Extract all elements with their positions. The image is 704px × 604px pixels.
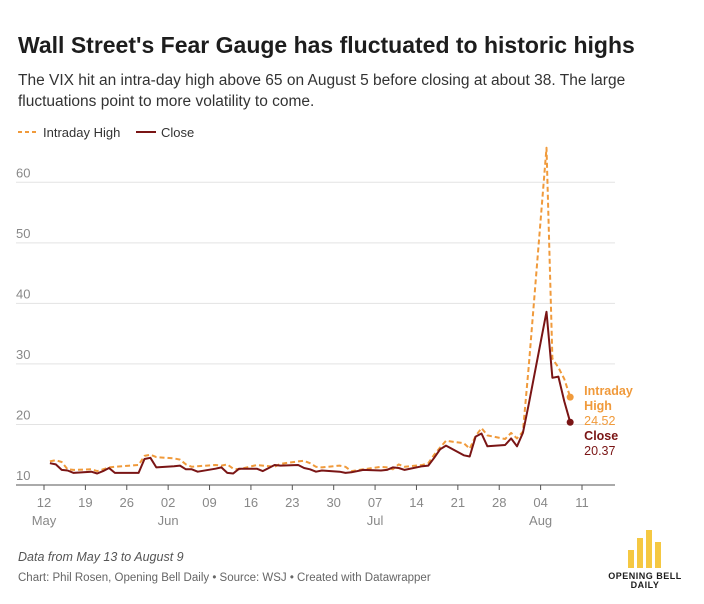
series-end-value: 24.52 (584, 414, 615, 428)
legend-solid-swatch (135, 131, 156, 133)
series-end-label: High (584, 399, 612, 413)
chart-title: Wall Street's Fear Gauge has fluctuated … (18, 32, 635, 58)
x-month-label: May (32, 513, 57, 528)
x-month-label: Jul (367, 513, 384, 528)
series-end-point (566, 393, 574, 401)
legend-item-close: Close (135, 124, 195, 140)
logo-text-line2: DAILY (630, 580, 660, 590)
chart-credits: Chart: Phil Rosen, Opening Bell Daily • … (18, 572, 431, 584)
x-tick-label: 02 (161, 495, 175, 510)
x-tick-label: 23 (285, 495, 299, 510)
vix-line-chart: 10 20 30 40 50 60 12 May 19 26 02 Jun 09 16 23 30 07 Jul 1… (16, 146, 633, 528)
x-tick-label: 21 (451, 495, 465, 510)
series-end-point (566, 418, 574, 426)
y-tick-label: 30 (16, 347, 30, 362)
series-line-close (49, 310, 572, 475)
x-tick-label: 28 (492, 495, 506, 510)
x-tick-label: 09 (202, 495, 216, 510)
x-tick-label: 26 (120, 495, 134, 510)
x-tick-label: 14 (409, 495, 423, 510)
x-tick-label: 19 (78, 495, 92, 510)
x-tick-label: 04 (533, 495, 547, 510)
y-tick-label: 50 (16, 226, 30, 241)
chart-legend: Intraday High Close (18, 122, 206, 140)
logo-text-line1: OPENING BELL (608, 571, 682, 581)
series-end-value: 20.37 (584, 444, 615, 458)
legend-dashed-swatch (18, 131, 38, 133)
y-tick-label: 10 (16, 468, 30, 483)
x-tick-label: 16 (244, 495, 258, 510)
opening-bell-daily-logo: OPENING BELL DAILY (600, 528, 690, 598)
bar-chart-logo-icon (628, 530, 661, 568)
legend-label-intraday-high: Intraday High (43, 124, 121, 140)
x-tick-label: 07 (368, 495, 382, 510)
series-line-intraday-high (49, 146, 572, 473)
x-tick-label: 30 (326, 495, 340, 510)
data-note: Data from May 13 to August 9 (18, 550, 184, 564)
y-tick-label: 20 (16, 407, 30, 422)
x-month-label: Jun (158, 513, 179, 528)
x-month-label: Aug (529, 513, 552, 528)
y-tick-label: 60 (16, 165, 30, 180)
legend-item-intraday-high: Intraday High (18, 125, 120, 140)
x-tick-label: 11 (575, 495, 589, 510)
y-tick-label: 40 (16, 286, 30, 301)
chart-subtitle: The VIX hit an intra-day high above 65 o… (18, 72, 626, 110)
series-end-label: Intraday (584, 384, 633, 398)
series-end-label: Close (584, 429, 618, 443)
x-tick-label: 12 (37, 495, 51, 510)
legend-label-close: Close (160, 124, 195, 140)
